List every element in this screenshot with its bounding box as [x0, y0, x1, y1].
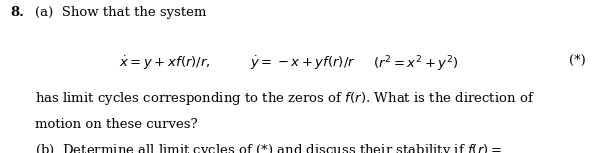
Text: (b)  Determine all limit cycles of (*) and discuss their stability if $f(r)=$: (b) Determine all limit cycles of (*) an… [35, 142, 502, 153]
Text: $(r^2=x^2+y^2)$: $(r^2=x^2+y^2)$ [373, 54, 458, 74]
Text: has limit cycles corresponding to the zeros of $f(r)$. What is the direction of: has limit cycles corresponding to the ze… [35, 90, 534, 107]
Text: (a)  Show that the system: (a) Show that the system [35, 6, 206, 19]
Text: $\dot{y}=-x+yf(r)/r$: $\dot{y}=-x+yf(r)/r$ [250, 54, 356, 72]
Text: 8.: 8. [11, 6, 25, 19]
Text: (*): (*) [569, 54, 586, 67]
Text: $\dot{x}=y+xf(r)/r,$: $\dot{x}=y+xf(r)/r,$ [119, 54, 211, 72]
Text: motion on these curves?: motion on these curves? [35, 118, 198, 131]
